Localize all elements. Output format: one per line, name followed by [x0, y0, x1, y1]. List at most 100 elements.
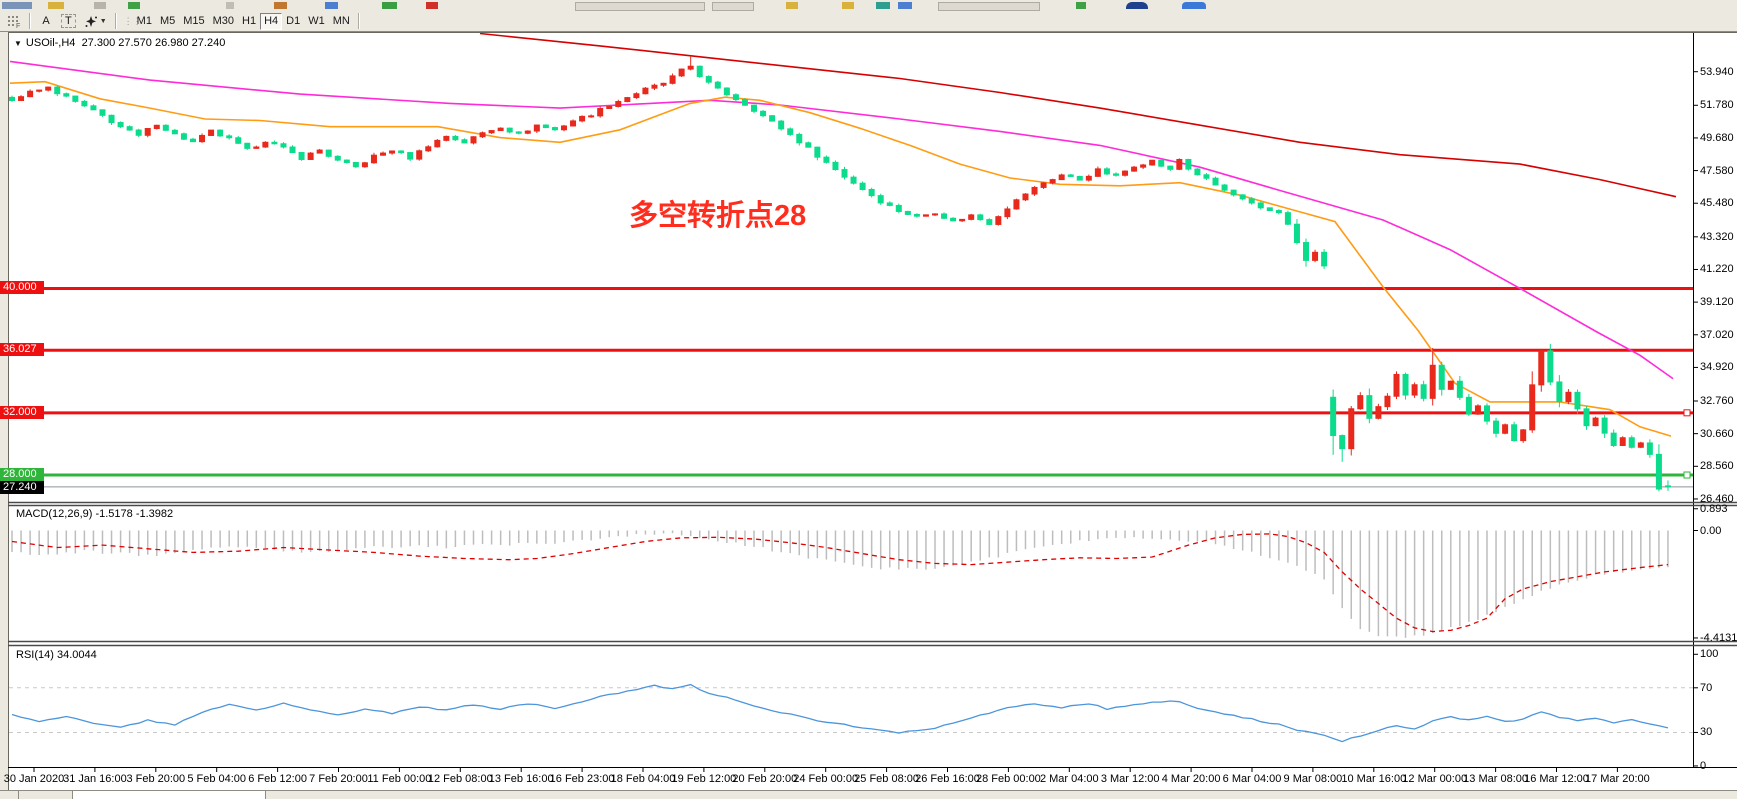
timeframe-group: M1 M5 M15 M30 H1 H4 D1 W1 MN [133, 12, 354, 30]
timeframe-button-mn[interactable]: MN [332, 15, 350, 27]
time-axis-label: 31 Jan 16:00 [63, 773, 127, 785]
draw-channel-icon [898, 2, 912, 9]
time-axis-label: 28 Feb 00:00 [975, 773, 1041, 785]
big-square-icon [1182, 2, 1206, 9]
text-annotation[interactable]: 多空转折点28 [629, 200, 807, 232]
timeframe-button-h4[interactable]: H4 [260, 12, 283, 30]
time-axis-label: 3 Feb 20:00 [126, 773, 186, 785]
tick-grid-button[interactable]: F [3, 13, 25, 30]
price-axis-label: 37.020 [1700, 328, 1734, 341]
price-axis-label: 28.560 [1700, 460, 1734, 473]
time-axis-label: 13 Feb 16:00 [488, 773, 554, 785]
draw-line-icon [876, 2, 890, 9]
button-group-fragment [938, 2, 1040, 11]
price-level-badge: 36.027 [0, 343, 44, 357]
divider-fragment [226, 2, 234, 9]
chart-tab[interactable] [72, 791, 266, 799]
price-level-badge: 32.000 [0, 405, 44, 419]
rsi-axis-label: 0 [1700, 759, 1707, 772]
time-axis-label: 12 Feb 08:00 [427, 773, 493, 785]
time-axis-label: 5 Feb 04:00 [187, 773, 247, 785]
crosshair-tool-icon [842, 2, 854, 9]
time-axis-label: 24 Feb 00:00 [793, 773, 859, 785]
price-axis-label: 26.460 [1700, 492, 1734, 505]
macd-axis-label: 0.00 [1700, 524, 1722, 537]
macd-indicator-label: MACD(12,26,9) -1.5178 -1.3982 [16, 508, 174, 520]
time-axis-label: 26 Feb 16:00 [915, 773, 980, 785]
price-axis-label: 41.220 [1700, 263, 1734, 276]
time-axis-label: 6 Mar 04:00 [1222, 773, 1282, 785]
font-tool-button[interactable]: A [35, 13, 57, 30]
sell-icon [426, 2, 438, 9]
svg-text:F: F [16, 23, 20, 28]
indicator-icon [1076, 2, 1086, 9]
time-axis-label: 9 Mar 08:00 [1283, 773, 1343, 785]
chart-tab-bar [0, 790, 1737, 799]
timeframe-button-d1[interactable]: D1 [286, 15, 301, 27]
price-axis-label: 32.760 [1700, 395, 1734, 407]
button-group-fragment [575, 2, 705, 11]
new-order-icon [2, 2, 32, 9]
grid-icon: F [8, 15, 20, 28]
price-axis-label: 34.920 [1700, 361, 1734, 374]
price-axis-label: 45.480 [1700, 197, 1734, 210]
time-axis-label: 2 Mar 04:00 [1039, 773, 1099, 785]
price-axis-label: 30.660 [1700, 427, 1734, 440]
chart-title: ▼ USOil-,H4 27.300 27.570 26.980 27.240 [14, 37, 225, 49]
autotrade-icon [274, 2, 287, 9]
timeframe-button-w1[interactable]: W1 [308, 15, 325, 27]
timeframe-button-m1[interactable]: M1 [136, 15, 152, 27]
expert-icon [325, 2, 338, 9]
macd-axis-label: -4.4131 [1700, 631, 1737, 644]
buy-icon [382, 2, 397, 9]
rsi-axis-label: 100 [1700, 648, 1719, 661]
time-axis-label: 10 Mar 16:00 [1341, 773, 1407, 785]
current-price-badge: 27.240 [0, 480, 44, 494]
time-axis-label: 17 Mar 20:00 [1584, 773, 1650, 785]
cursor-mode-button[interactable]: ▼ [80, 13, 111, 30]
price-axis-label: 53.940 [1700, 65, 1734, 78]
toolbar-separator [29, 13, 31, 29]
profile-icon [94, 2, 106, 9]
toolbar-separator [357, 13, 360, 29]
text-tool-button[interactable]: T [57, 13, 80, 30]
button-group-fragment [712, 2, 754, 11]
timeframe-button-m5[interactable]: M5 [159, 15, 176, 27]
symbol-dropdown-icon[interactable]: ▼ [14, 39, 22, 48]
time-axis-label: 18 Feb 04:00 [610, 773, 676, 785]
rsi-axis-label: 70 [1700, 681, 1713, 694]
chart-icon [48, 2, 64, 9]
letter-a-icon: A [42, 15, 50, 27]
price-axis-label: 47.580 [1700, 164, 1734, 177]
toolbar: F A T ▼ ⋮⋮ M1 M5 M15 M30 H1 H4 D1 W1 MN [0, 11, 1737, 32]
rsi-indicator-label: RSI(14) 34.0044 [16, 649, 97, 661]
toolbar-grip-icon[interactable]: ⋮⋮ [123, 15, 142, 26]
toolbar-row-clipped [0, 0, 1737, 11]
price-level-badge: 40.000 [0, 281, 44, 295]
cursor-tool-icon [786, 2, 798, 9]
timeframe-button-m30[interactable]: M30 [212, 15, 235, 27]
toolbar-separator [114, 13, 117, 29]
price-axis-label: 49.680 [1700, 131, 1734, 144]
chart-ohlc-values: 27.300 27.570 26.980 27.240 [81, 37, 226, 49]
time-axis-label: 3 Mar 12:00 [1100, 773, 1160, 785]
timeframe-button-m15[interactable]: M15 [183, 15, 205, 27]
time-axis-label: 16 Feb 23:00 [549, 773, 615, 785]
time-axis-label: 12 Mar 00:00 [1402, 773, 1468, 785]
time-axis-label: 20 Feb 20:00 [732, 773, 798, 785]
big-round-icon [1126, 2, 1148, 9]
time-axis-label: 25 Feb 08:00 [854, 773, 920, 785]
rsi-axis-label: 30 [1700, 726, 1713, 739]
time-axis-label: 11 Feb 00:00 [367, 773, 432, 785]
time-axis-label: 7 Feb 20:00 [309, 773, 368, 785]
text-box-icon: T [61, 14, 76, 28]
timeframe-button-h1[interactable]: H1 [242, 15, 257, 27]
time-axis-label: 30 Jan 2020 [3, 773, 65, 785]
price-axis-label: 43.320 [1700, 230, 1734, 243]
chart-plot-area[interactable] [8, 32, 1737, 790]
time-axis-label: 19 Feb 12:00 [671, 773, 737, 785]
time-axis-label: 4 Mar 20:00 [1161, 773, 1221, 785]
terminal-icon [128, 2, 140, 9]
price-axis-label: 51.780 [1700, 99, 1734, 112]
